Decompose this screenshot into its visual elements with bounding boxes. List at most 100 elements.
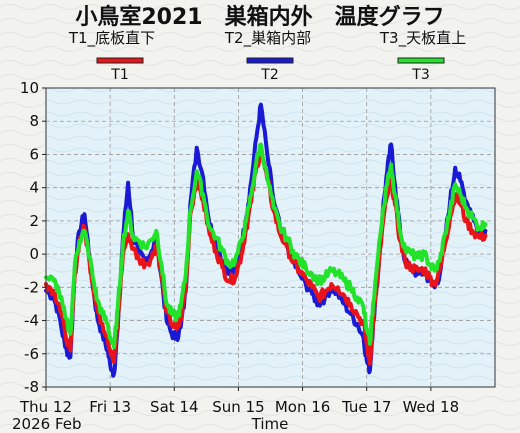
series-point-t3: [483, 222, 487, 226]
series-point-t3: [433, 269, 437, 273]
series-point-t2: [310, 292, 314, 296]
series-point-t2: [112, 372, 116, 376]
series-point-t2: [175, 335, 179, 339]
series-point-t3: [105, 322, 110, 326]
series-point-t3: [410, 252, 414, 256]
series-point-t1: [464, 219, 468, 223]
series-point-t2: [349, 312, 353, 316]
x-tick-label: Fri 13: [89, 398, 131, 416]
series-point-t1: [336, 285, 340, 289]
x-axis: Thu 12 Fri 13 Sat 14 Sun 15 Mon 16 Tue 17 Wed …: [19, 387, 459, 416]
series-point-t1: [368, 362, 372, 366]
series-point-t3: [179, 305, 183, 309]
series-point-t3: [126, 209, 130, 213]
series-point-t1: [100, 322, 105, 326]
series-point-t3: [265, 176, 269, 180]
y-tick-label: 10: [20, 79, 39, 97]
series-point-t3: [175, 315, 179, 319]
series-point-t3: [385, 182, 389, 186]
series-point-t3: [154, 229, 158, 233]
series-point-t3: [403, 247, 407, 251]
series-point-t2: [77, 229, 81, 233]
series-point-t2: [201, 176, 205, 180]
series-point-t3: [297, 259, 301, 263]
series-point-t1: [52, 289, 56, 293]
series-point-t1: [438, 269, 442, 273]
series-point-t3: [207, 225, 212, 230]
series-point-t1: [63, 332, 67, 336]
series-point-t1: [483, 234, 487, 238]
series-point-t1: [349, 302, 353, 306]
series-point-t2: [254, 136, 258, 140]
series-point-t3: [272, 206, 276, 210]
series-point-t3: [443, 232, 447, 236]
series-point-t3: [422, 252, 427, 256]
series-point-t1: [470, 229, 475, 233]
legend-swatch-t1: [96, 57, 144, 64]
series-point-t1: [175, 327, 179, 331]
legend-label-t3: T3: [411, 67, 429, 83]
y-tick-label: 6: [29, 145, 39, 163]
x-axis-title: Time: [251, 415, 289, 433]
subtitle-t3: T3_天板直上: [379, 29, 466, 48]
x-sub-label: 2026 Feb: [12, 415, 82, 433]
series-point-t2: [195, 146, 199, 150]
series-point-t2: [108, 362, 112, 366]
series-point-t2: [368, 368, 372, 372]
series-point-t3: [477, 225, 481, 230]
series-point-t3: [355, 295, 359, 299]
series-point-t3: [284, 235, 289, 240]
series-point-t3: [220, 249, 224, 253]
series-point-t1: [82, 225, 87, 230]
series-point-t3: [254, 159, 258, 163]
series-point-t2: [259, 103, 263, 107]
series-point-t2: [265, 152, 269, 157]
series-point-t3: [393, 192, 397, 196]
series-point-t3: [398, 229, 402, 233]
plot-frame: [45, 87, 496, 388]
series-point-t3: [201, 192, 205, 196]
series-point-t1: [150, 255, 154, 260]
series-point-t3: [184, 272, 188, 276]
series-point-t2: [458, 179, 462, 183]
x-tick-label: Wed 18: [403, 398, 460, 416]
series-point-t3: [381, 209, 385, 213]
legend-swatch-t2: [246, 57, 294, 64]
series-point-t1: [310, 285, 314, 289]
series-point-t1: [403, 260, 407, 265]
series-point-t2: [164, 318, 169, 323]
series-point-t1: [170, 322, 174, 326]
series-point-t2: [82, 212, 87, 216]
series-point-t3: [336, 272, 340, 276]
series-point-t1: [131, 247, 135, 251]
legend-label-t1: T1: [110, 67, 128, 83]
series-point-t3: [150, 237, 154, 241]
series-point-t3: [227, 262, 231, 266]
series-point-t3: [100, 312, 105, 316]
series-point-t1: [57, 302, 61, 306]
series-point-t3: [438, 259, 442, 263]
series-point-t3: [159, 262, 164, 266]
series-point-t3: [310, 272, 314, 276]
series-point-t3: [57, 289, 61, 293]
series-point-t3: [342, 279, 346, 283]
series-line-t3: [44, 142, 488, 350]
series-point-t1: [477, 235, 481, 240]
series-point-t1: [297, 269, 301, 273]
series-point-t3: [317, 279, 321, 283]
x-tick-label: Sun 15: [212, 398, 264, 416]
series-point-t1: [365, 342, 369, 346]
series-point-t1: [112, 360, 116, 364]
series-point-t2: [317, 302, 321, 306]
y-tick-label: 8: [29, 112, 39, 130]
series-point-t3: [73, 262, 77, 266]
series-point-t3: [170, 312, 174, 316]
series-point-t3: [323, 275, 327, 279]
subtitle-t1: T1_底板直下: [68, 29, 155, 48]
series-point-t1: [164, 310, 169, 314]
y-tick-label: -4: [24, 312, 39, 330]
series-point-t1: [220, 265, 224, 269]
series-point-t3: [368, 342, 372, 346]
y-tick-label: -2: [24, 278, 39, 296]
series-point-t1: [68, 348, 72, 353]
